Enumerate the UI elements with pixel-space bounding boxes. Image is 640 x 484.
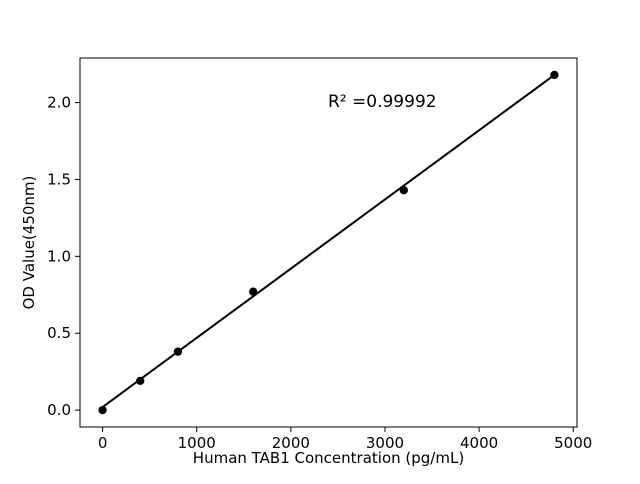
data-point — [98, 405, 107, 415]
y-axis-label: OD Value(450nm) — [20, 176, 38, 310]
plot-area: 0 1000 2000 3000 4000 5000 0.0 0.5 1.0 1.5 2.0 — [47, 57, 592, 452]
x-tick-label: 5000 — [554, 434, 592, 452]
x-tick-label: 2000 — [272, 434, 310, 452]
y-tick-label: 0.0 — [47, 401, 71, 419]
x-tick-label: 1000 — [178, 434, 216, 452]
x-tick-label: 0 — [98, 434, 108, 452]
data-point — [173, 347, 183, 356]
r-squared-annotation: R² =0.99992 — [328, 92, 437, 112]
x-axis-label: Human TAB1 Concentration (pg/mL) — [193, 449, 464, 467]
x-tick-label: 3000 — [366, 434, 404, 452]
data-point — [399, 186, 408, 195]
x-tick-label: 4000 — [460, 434, 498, 452]
y-tick-label: 1.0 — [47, 247, 71, 265]
y-tick-label: 2.0 — [47, 94, 71, 112]
y-tick-label: 1.5 — [47, 170, 71, 188]
axes-frame — [79, 57, 578, 428]
fit-line — [101, 73, 556, 409]
data-point — [136, 376, 145, 386]
data-point — [249, 287, 258, 296]
y-tick-label: 0.5 — [47, 324, 71, 342]
data-point — [550, 70, 559, 80]
